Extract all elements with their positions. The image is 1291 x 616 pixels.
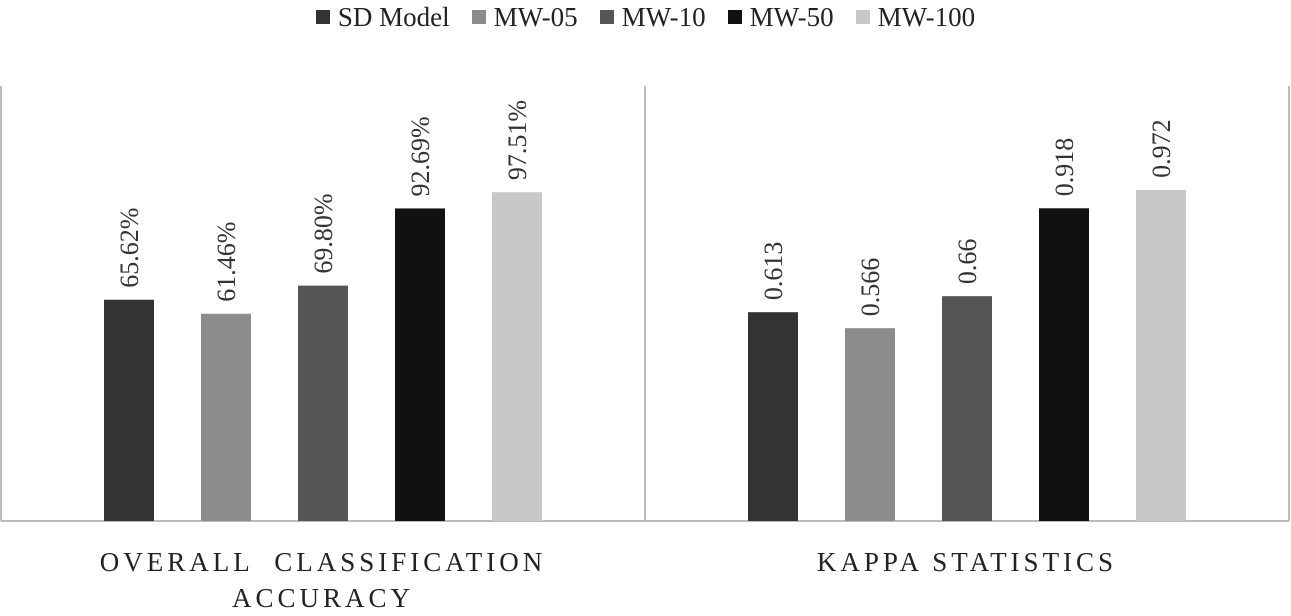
data-labels-group: 65.62% 61.46% 69.80% 92.69% 97.51% 0.613 0.566… xyxy=(115,100,1176,316)
bar-mw-50-accuracy xyxy=(395,208,445,521)
bars-group xyxy=(104,189,1186,522)
bar-mw-10-kappa xyxy=(942,296,992,521)
legend-item-mw-05: MW-05 xyxy=(471,1,578,33)
legend-swatch-mw-50 xyxy=(727,10,742,24)
data-label-mw-100-kappa: 0.972 xyxy=(1147,119,1176,178)
legend: SD Model MW-05 MW-10 MW-50 MW-100 xyxy=(0,0,1291,34)
data-label-mw-50-accuracy: 92.69% xyxy=(406,116,435,196)
legend-swatch-sd-model xyxy=(315,10,330,24)
legend-item-mw-10: MW-10 xyxy=(599,1,706,33)
category-label-kappa-statistics: KAPPA STATISTICS xyxy=(816,547,1118,577)
legend-swatch-mw-100 xyxy=(855,10,870,24)
bar-mw-10-accuracy xyxy=(298,285,348,521)
data-label-sd-model-kappa: 0.613 xyxy=(759,242,788,301)
data-label-mw-05-kappa: 0.566 xyxy=(856,258,885,317)
bar-sd-model-accuracy xyxy=(104,299,154,521)
legend-label-sd-model: SD Model xyxy=(337,1,450,32)
legend-label-mw-10: MW-10 xyxy=(621,1,706,32)
bar-mw-100-kappa xyxy=(1136,189,1186,521)
bar-sd-model-kappa xyxy=(748,312,798,521)
data-label-mw-05-accuracy: 61.46% xyxy=(212,222,241,302)
bar-mw-100-accuracy xyxy=(492,192,542,522)
legend-label-mw-05: MW-05 xyxy=(493,1,578,32)
data-label-mw-10-accuracy: 69.80% xyxy=(309,193,338,273)
data-label-mw-50-kappa: 0.918 xyxy=(1050,138,1079,197)
legend-item-sd-model: SD Model xyxy=(315,1,450,33)
data-label-mw-100-accuracy: 97.51% xyxy=(503,100,532,180)
legend-label-mw-50: MW-50 xyxy=(749,1,834,32)
bar-mw-50-kappa xyxy=(1039,208,1089,521)
legend-swatch-mw-10 xyxy=(599,10,614,24)
bar-mw-05-kappa xyxy=(845,328,895,521)
category-label-overall-accuracy: OVERALL CLASSIFICATION ACCURACY xyxy=(99,547,556,613)
legend-swatch-mw-05 xyxy=(471,10,486,24)
bar-mw-05-accuracy xyxy=(201,313,251,521)
legend-label-mw-100: MW-100 xyxy=(877,1,976,32)
legend-item-mw-50: MW-50 xyxy=(727,1,834,33)
legend-item-mw-100: MW-100 xyxy=(855,1,976,33)
data-label-mw-10-kappa: 0.66 xyxy=(953,239,982,285)
data-label-sd-model-accuracy: 65.62% xyxy=(115,208,144,288)
